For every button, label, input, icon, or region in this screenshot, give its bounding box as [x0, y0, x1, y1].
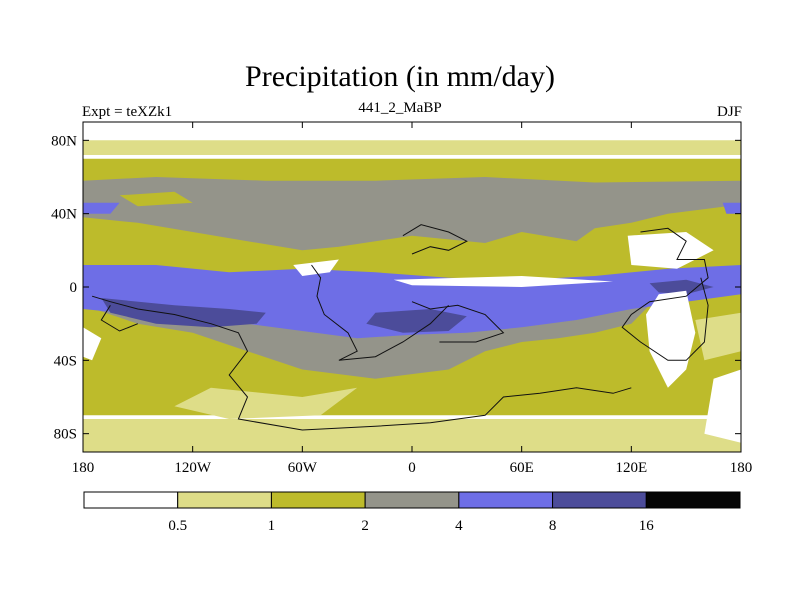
x-tick-label: 60W: [288, 460, 318, 476]
coastline-2: [411, 301, 505, 343]
colorbar-swatch: [552, 491, 647, 509]
colorbar-label: 0.5: [168, 518, 187, 534]
colorbar-swatch: [270, 491, 366, 509]
precip-region-10: [83, 122, 741, 141]
precip-region-4: [101, 298, 266, 328]
x-tick-label: 0: [408, 460, 416, 476]
precip-region-7: [83, 202, 120, 214]
colorbar-label: 16: [639, 518, 655, 534]
x-tick-label: 180: [72, 460, 95, 476]
precip-region-11: [83, 419, 741, 452]
x-tick-label: 120W: [174, 460, 212, 476]
map-layer: [83, 122, 741, 452]
x-tick-label: 180: [730, 460, 753, 476]
colorbar-swatch: [177, 491, 272, 509]
colorbar-swatch: [83, 491, 179, 509]
y-tick-label: 80N: [51, 133, 77, 149]
y-tick-label: 40S: [54, 353, 77, 369]
precip-region-14: [646, 290, 696, 388]
coastline-1: [311, 264, 449, 361]
coastline-4: [621, 227, 709, 361]
x-tick-label: 120E: [615, 460, 647, 476]
chart-title: Precipitation (in mm/day): [245, 60, 555, 93]
precip-region-1: [83, 177, 741, 251]
precip-region-19: [174, 387, 358, 419]
experiment-label: Expt = teXZk1: [82, 104, 173, 120]
precip-region-16: [704, 369, 741, 443]
precip-region-8: [722, 202, 741, 214]
colorbar-label: 8: [549, 518, 557, 534]
precip-region-20: [119, 191, 193, 207]
coastline-3: [402, 224, 468, 255]
colorbar-label: 4: [455, 518, 463, 534]
colorbar-swatch: [458, 491, 554, 509]
precip-region-13: [393, 276, 614, 287]
coastline-0: [91, 295, 632, 431]
precip-region-17: [83, 327, 102, 361]
coastline-5: [100, 305, 138, 332]
precip-region-15: [695, 312, 741, 361]
colorbar: 0.5 1 2 4 8 16: [83, 491, 741, 534]
y-tick-label: 0: [70, 280, 78, 296]
y-tick-label: 80S: [54, 427, 77, 443]
colorbar-swatch: [364, 491, 460, 509]
precip-region-6: [649, 279, 714, 295]
y-tick-label: 40N: [51, 207, 77, 223]
colorbar-swatch: [645, 491, 741, 509]
precip-region-5: [366, 309, 467, 333]
season-label: DJF: [716, 104, 742, 120]
precip-region-18: [293, 259, 339, 276]
colorbar-label: 2: [361, 518, 369, 534]
colorbar-label: 1: [268, 518, 276, 534]
axis-layer: 180 120W 60W 0 60E 120E 180 80N 40N 0 40S 80S: [51, 122, 752, 476]
x-tick-label: 60E: [510, 460, 534, 476]
period-label: 441_2_MaBP: [358, 100, 442, 116]
